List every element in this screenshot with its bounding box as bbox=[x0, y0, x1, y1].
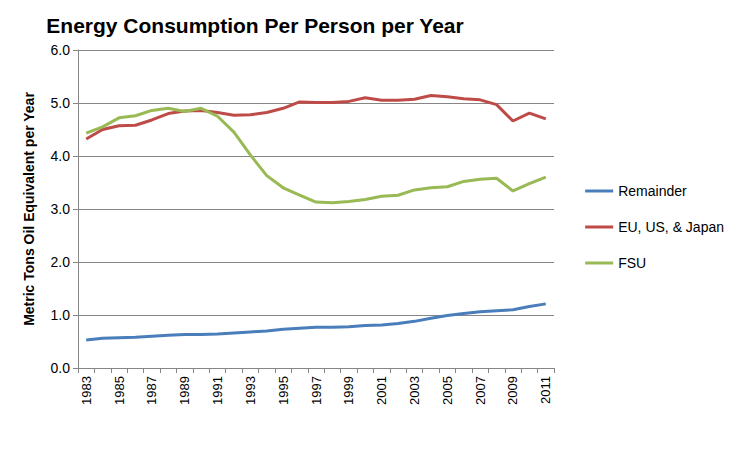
svg-text:2001: 2001 bbox=[374, 376, 389, 405]
svg-text:4.0: 4.0 bbox=[51, 148, 71, 164]
svg-text:1999: 1999 bbox=[341, 376, 356, 405]
svg-text:5.0: 5.0 bbox=[51, 95, 71, 111]
svg-text:2009: 2009 bbox=[505, 376, 520, 405]
svg-text:1995: 1995 bbox=[276, 376, 291, 405]
svg-text:Metric Tons Oil Equivalent per: Metric Tons Oil Equivalent per Year bbox=[21, 92, 37, 326]
svg-text:FSU: FSU bbox=[618, 255, 646, 271]
svg-text:1997: 1997 bbox=[309, 376, 324, 405]
svg-text:2007: 2007 bbox=[473, 376, 488, 405]
svg-text:6.0: 6.0 bbox=[51, 42, 71, 58]
svg-text:1989: 1989 bbox=[177, 376, 192, 405]
svg-text:1987: 1987 bbox=[144, 376, 159, 405]
svg-text:1985: 1985 bbox=[112, 376, 127, 405]
svg-text:Remainder: Remainder bbox=[618, 183, 687, 199]
svg-text:3.0: 3.0 bbox=[51, 201, 71, 217]
svg-text:1991: 1991 bbox=[210, 376, 225, 405]
svg-text:2005: 2005 bbox=[440, 376, 455, 405]
svg-text:2003: 2003 bbox=[407, 376, 422, 405]
svg-text:Energy Consumption Per Person: Energy Consumption Per Person per Year bbox=[46, 14, 463, 37]
svg-text:EU, US, & Japan: EU, US, & Japan bbox=[618, 219, 724, 235]
svg-text:0.0: 0.0 bbox=[51, 360, 71, 376]
svg-text:1983: 1983 bbox=[79, 376, 94, 405]
svg-text:2.0: 2.0 bbox=[51, 254, 71, 270]
svg-text:1.0: 1.0 bbox=[51, 307, 71, 323]
svg-text:2011: 2011 bbox=[538, 376, 553, 404]
svg-text:1993: 1993 bbox=[243, 376, 258, 405]
